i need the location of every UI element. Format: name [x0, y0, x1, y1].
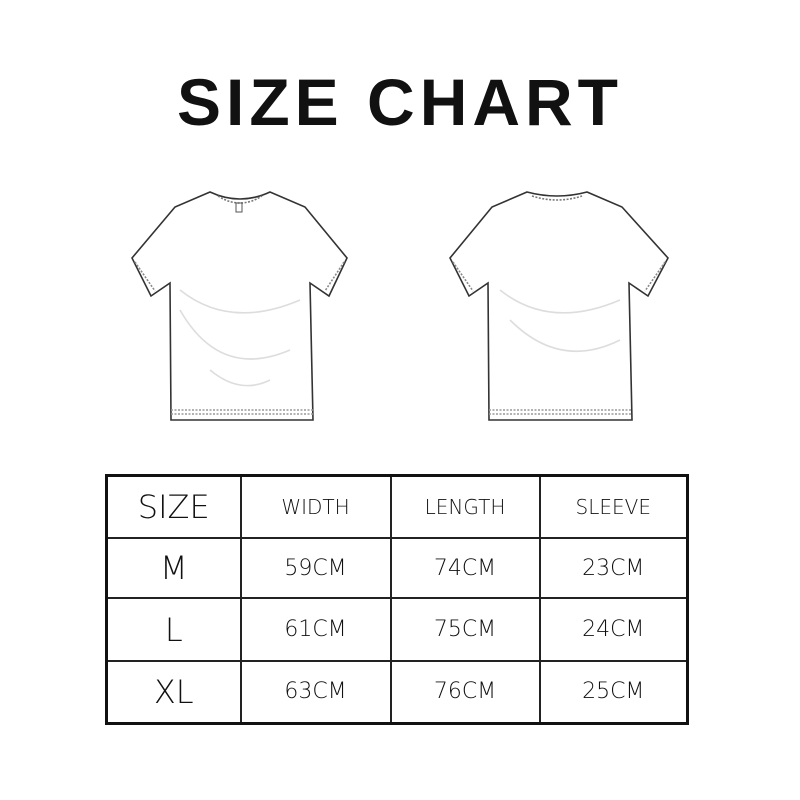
size-cell: L [105, 597, 242, 662]
width-cell: 59CM [239, 537, 392, 599]
table-row: L 61CM 75CM 24CM [105, 597, 689, 662]
length-cell: 75CM [389, 597, 541, 662]
shirt-illustrations [131, 191, 669, 421]
header-size: SIZE [105, 474, 242, 539]
size-cell: M [105, 537, 242, 599]
length-cell: 74CM [389, 537, 541, 599]
header-sleeve: SLEEVE [538, 474, 689, 539]
table-row: XL 63CM 76CM 25CM [105, 660, 689, 724]
sleeve-cell: 23CM [538, 537, 689, 599]
width-cell: 63CM [239, 660, 392, 724]
width-cell: 61CM [239, 597, 392, 662]
size-table: SIZE WIDTH LENGTH SLEEVE M 59CM 74CM 23C… [105, 474, 689, 725]
sleeve-cell: 25CM [538, 660, 689, 724]
sleeve-cell: 24CM [538, 597, 689, 662]
length-cell: 76CM [389, 660, 541, 724]
page-title: SIZE CHART [177, 65, 623, 139]
header-length: LENGTH [389, 474, 541, 539]
table-header-row: SIZE WIDTH LENGTH SLEEVE [105, 474, 689, 539]
header-width: WIDTH [239, 474, 392, 539]
table-row: M 59CM 74CM 23CM [105, 537, 689, 599]
size-cell: XL [105, 660, 242, 724]
t-shirt-front-illustration [131, 191, 348, 421]
t-shirt-back-illustration [449, 191, 669, 421]
